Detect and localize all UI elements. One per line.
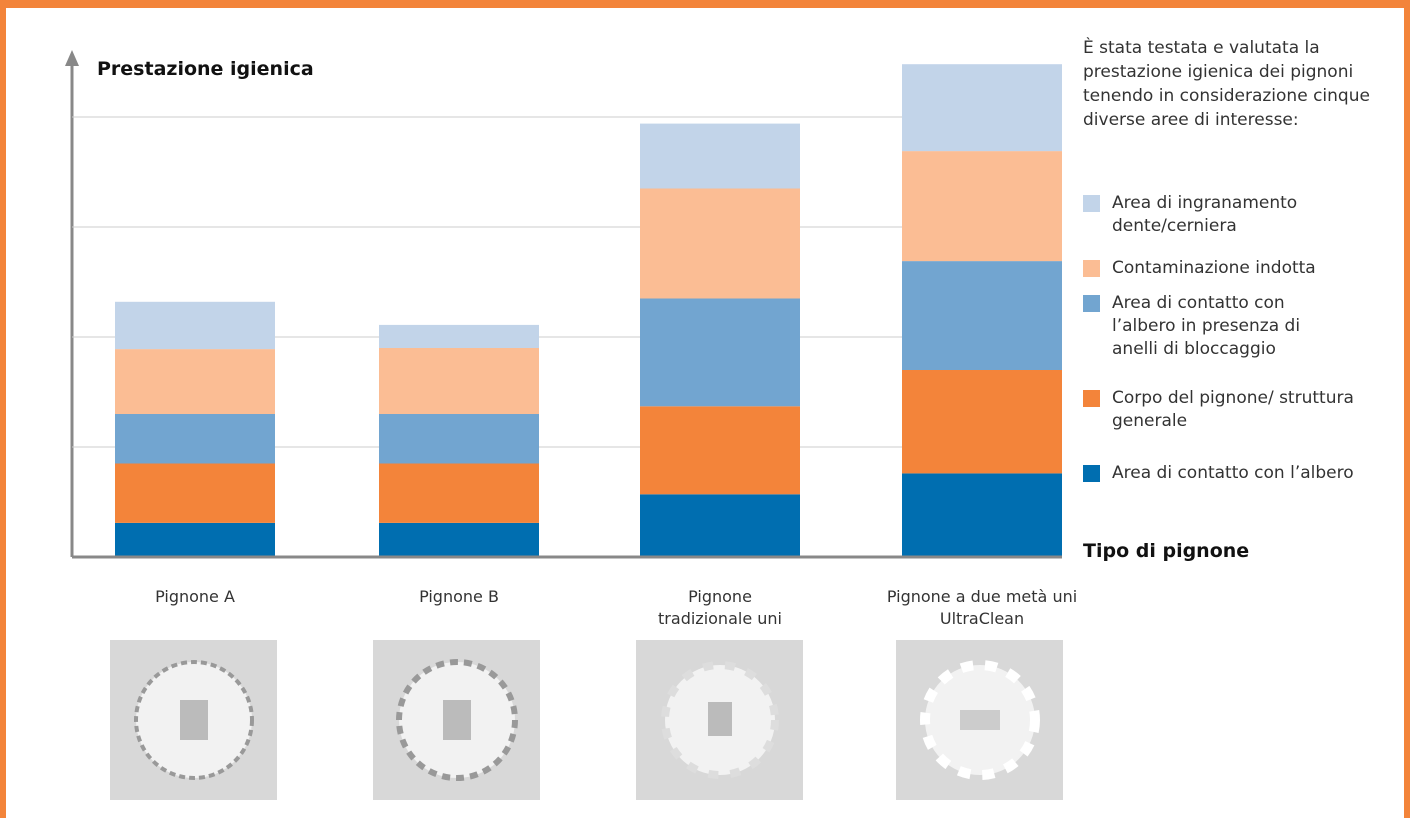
bar-segment (379, 463, 539, 523)
legend-label: Corpo del pignone/ struttura generale (1112, 388, 1354, 431)
bar-segment (115, 349, 275, 414)
bar-segment (902, 64, 1062, 152)
gear-image (110, 640, 277, 800)
chart-title: Prestazione igienica (97, 58, 314, 80)
legend-item: Area di contatto con l’albero in presenz… (1083, 292, 1383, 361)
axis-arrow (65, 50, 79, 66)
gear-image (373, 640, 540, 800)
bar-segment (115, 414, 275, 464)
bar-segment (640, 406, 800, 495)
legend-item: Area di contatto con l’albero (1083, 462, 1383, 485)
legend-swatch (1083, 465, 1100, 482)
bar-segment (379, 348, 539, 414)
bar-segment (640, 298, 800, 407)
bar-segment (640, 494, 800, 557)
description: È stata testata e valutata la prestazion… (1083, 38, 1370, 130)
bar-segment (640, 123, 800, 189)
bar-segment (902, 473, 1062, 557)
legend-label: Area di contatto con l’albero in presenz… (1112, 293, 1301, 359)
legend-label: Area di ingranamento dente/cerniera (1112, 193, 1298, 236)
x-tick-label: Pignone a due metà uni UltraClean (886, 587, 1078, 628)
x-tick-label: Pignone B (419, 587, 499, 606)
bar-segment (379, 414, 539, 464)
x-tick-label: Pignone A (155, 587, 235, 606)
gear-image (636, 640, 803, 800)
x-axis-label: Tipo di pignone (1083, 540, 1250, 562)
bar-segment (379, 522, 539, 557)
legend-item: Area di ingranamento dente/cerniera (1083, 192, 1383, 238)
chart (65, 50, 1062, 559)
bar-segment (902, 261, 1062, 370)
bar-segment (115, 463, 275, 523)
legend-label: Area di contatto con l’albero (1112, 463, 1354, 483)
legend-swatch (1083, 260, 1100, 277)
bar-segment (379, 324, 539, 348)
gear-image (896, 640, 1063, 800)
bar-segment (115, 301, 275, 350)
legend-item: Contaminazione indotta (1083, 257, 1383, 280)
bar-segment (902, 370, 1062, 474)
legend-swatch (1083, 295, 1100, 312)
legend-label: Contaminazione indotta (1112, 258, 1316, 278)
bar-segment (902, 151, 1062, 262)
x-tick-label: Pignone tradizionale uni (658, 587, 782, 628)
legend-swatch (1083, 390, 1100, 407)
legend-item: Corpo del pignone/ struttura generale (1083, 387, 1383, 433)
bar-segment (640, 188, 800, 299)
legend-swatch (1083, 195, 1100, 212)
bar-segment (115, 522, 275, 557)
